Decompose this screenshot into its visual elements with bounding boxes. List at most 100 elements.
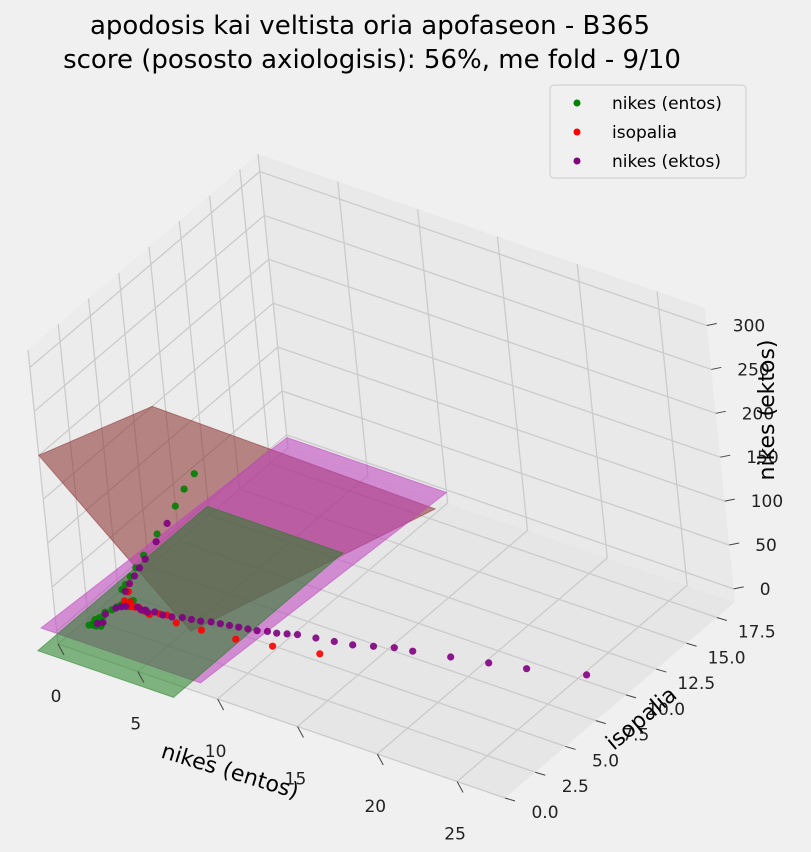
gridline-z-back — [286, 434, 734, 590]
point-isopalia — [172, 619, 180, 627]
point-nikes-ektos — [125, 580, 134, 588]
point-nikes-ektos — [485, 659, 493, 667]
point-nikes-ektos — [131, 572, 139, 580]
decision-planes — [36, 405, 448, 698]
z-tick-label: 300 — [733, 317, 765, 337]
y-tick-label: 17.5 — [738, 623, 776, 643]
y-tick-mark — [565, 745, 576, 750]
y-tick-label: 0.0 — [531, 803, 558, 823]
z-tick-mark — [720, 454, 731, 458]
point-nikes-entos — [153, 530, 161, 538]
point-nikes-ektos — [197, 617, 205, 625]
point-nikes-ektos — [583, 671, 591, 679]
gridline-z-side — [29, 171, 261, 369]
gridline-x-back — [496, 236, 529, 531]
point-nikes-entos — [171, 502, 179, 510]
z-tick-mark — [711, 366, 722, 370]
z-tick-mark — [724, 498, 735, 502]
point-nikes-ektos — [447, 653, 455, 661]
point-nikes-ektos — [141, 555, 149, 563]
gridline-x-floor — [456, 585, 688, 782]
point-nikes-ektos — [349, 641, 357, 649]
point-nikes-ektos — [207, 618, 215, 626]
point-nikes-ektos — [163, 519, 171, 528]
point-isopalia — [232, 635, 240, 643]
point-nikes-ektos — [122, 602, 130, 611]
legend-label-nikes-entos: nikes (entos) — [612, 94, 722, 114]
gridline-x-back — [576, 263, 608, 559]
y-tick-label: 12.5 — [677, 674, 715, 694]
x-tick-label: 5 — [130, 715, 141, 735]
point-nikes-ektos — [253, 627, 261, 635]
y-tick-mark — [595, 720, 606, 725]
z-tick-label: 200 — [742, 404, 774, 424]
gridline-z-side — [38, 258, 270, 456]
chart-title-line-2: score (pososto axiologisis): 56%, me fol… — [63, 45, 681, 75]
point-nikes-ektos — [283, 630, 291, 638]
y-tick-mark — [504, 797, 516, 802]
z-axis-label: nikes (ektos) — [755, 340, 780, 481]
z-tick-label: 0 — [760, 580, 771, 600]
point-nikes-ektos — [121, 587, 129, 596]
point-isopalia — [120, 597, 129, 605]
legend-marker-nikes-ektos — [573, 157, 581, 165]
legend-label-isopalia: isopalia — [612, 123, 677, 143]
point-nikes-entos — [190, 470, 198, 478]
point-isopalia — [197, 626, 205, 634]
chart-title-line-1: apodosis kai veltista oria apofaseon - B… — [90, 11, 650, 41]
y-tick-mark — [625, 694, 637, 699]
x-tick-mark — [217, 698, 225, 711]
gridline-z-back — [277, 346, 725, 502]
gridline-y-side — [239, 169, 271, 464]
x-tick-mark — [376, 753, 384, 766]
z-tick-mark — [715, 410, 726, 414]
z-tick-label: 150 — [746, 448, 778, 468]
point-nikes-ektos — [151, 608, 159, 616]
x-tick-mark — [137, 671, 145, 683]
x-tick-label: 0 — [51, 687, 62, 707]
y-tick-label: 7.5 — [622, 726, 649, 746]
y-tick-mark — [686, 642, 697, 647]
point-isopalia — [316, 650, 324, 658]
point-nikes-ektos — [235, 623, 243, 631]
point-nikes-ektos — [390, 644, 398, 652]
y-tick-label: 2.5 — [562, 777, 589, 797]
chart-title: apodosis kai veltista oria apofaseon - B… — [63, 11, 681, 75]
plane-nikes-entos-boundary — [36, 505, 344, 698]
back-pane — [258, 154, 735, 602]
legend-marker-isopalia — [573, 128, 581, 136]
gridline-x-back — [257, 153, 289, 449]
gridline-y-side — [27, 349, 59, 645]
point-nikes-entos — [180, 485, 188, 493]
point-nikes-ektos — [216, 620, 224, 628]
side-pane — [28, 154, 288, 644]
legend-marker-nikes-entos — [573, 99, 581, 107]
point-nikes-ektos — [143, 608, 152, 616]
z-tick-mark — [733, 586, 744, 590]
x-tick-mark — [297, 726, 304, 738]
x-tick-mark — [456, 781, 464, 793]
point-nikes-ektos — [178, 614, 186, 622]
legend-box — [549, 84, 747, 179]
y-tick-mark — [716, 616, 727, 621]
y-tick-mark — [656, 668, 667, 673]
point-nikes-ektos — [93, 619, 101, 628]
point-nikes-ektos — [159, 611, 167, 619]
z-tick-mark — [706, 323, 717, 327]
gridline-x-back — [337, 181, 369, 476]
gridline-z-side — [33, 214, 265, 412]
point-nikes-ektos — [168, 613, 176, 621]
point-nikes-ektos — [263, 627, 272, 636]
z-tick-mark — [729, 542, 740, 546]
gridline-z-back — [281, 390, 730, 546]
point-nikes-ektos — [369, 642, 378, 650]
z-tick-label: 250 — [737, 360, 769, 380]
tick-labels: 0 5 10 15 20 25 0.02.55.07.5 10.0 12.5 15.0 17.5 0 5… — [51, 317, 784, 845]
point-nikes-ektos — [330, 637, 338, 646]
legend: nikes (entos) isopalia nikes (ektos) — [549, 84, 747, 179]
y-tick-label: 10.0 — [647, 700, 685, 720]
point-nikes-ektos — [152, 538, 160, 546]
gridline-x-back — [656, 291, 688, 586]
point-nikes-ektos — [135, 564, 144, 572]
